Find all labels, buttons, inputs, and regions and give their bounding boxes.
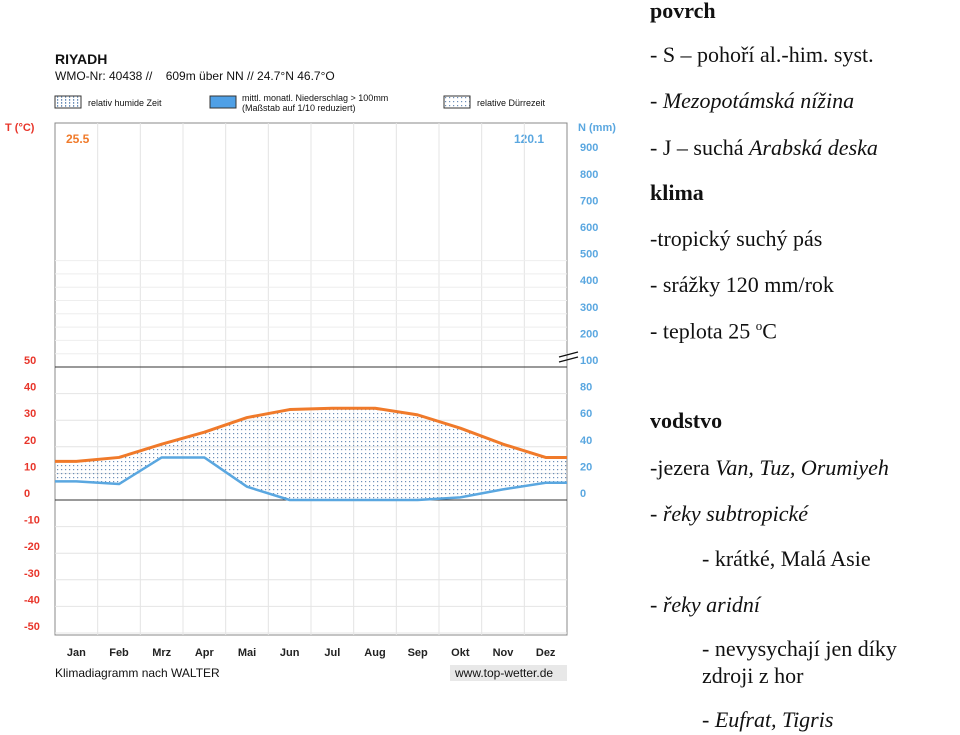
note-line-12-prefix: - — [702, 707, 715, 732]
tick-label-right-upper: 600 — [580, 222, 598, 234]
climate-diagram: RIYADH WMO-Nr: 40438 // 609m über NN // … — [5, 51, 616, 681]
tick-label-left: -30 — [24, 568, 40, 580]
tick-label-right-upper: 300 — [580, 302, 598, 314]
month-label: Aug — [364, 647, 385, 659]
heading-klima: klima — [650, 180, 704, 205]
station-info: WMO-Nr: 40438 // 609m über NN // 24.7°N … — [55, 69, 335, 83]
note-line-9: - krátké, Malá Asie — [702, 546, 871, 571]
month-label: Dez — [536, 647, 556, 659]
legend-humid-swatch — [54, 95, 82, 109]
note-line-3-italic: Arabská deska — [748, 135, 878, 160]
month-label: Apr — [195, 647, 215, 659]
tick-label-left: -10 — [24, 515, 40, 527]
legend-precip-label-1: mittl. monatl. Niederschlag > 100mm — [242, 93, 388, 103]
note-line-7: -jezera Van, Tuz, Orumiyeh — [650, 455, 889, 481]
tick-label-right: 0 — [580, 488, 586, 500]
note-line-1: - S – pohoří al.-him. syst. — [650, 42, 874, 67]
annual-precip: 120.1 — [514, 132, 544, 146]
dry-period-fill — [55, 408, 567, 500]
tick-label-left: 40 — [24, 382, 36, 394]
tick-label-right: 60 — [580, 408, 592, 420]
tick-label-right-upper: 400 — [580, 275, 598, 287]
heading-vodstvo: vodstvo — [650, 408, 723, 433]
dry-area — [55, 408, 567, 500]
tick-label-left: 50 — [24, 355, 36, 367]
tick-label-right-upper: 200 — [580, 328, 598, 340]
note-line-11a: - nevysychají jen díky — [702, 636, 897, 661]
tick-label-left: -20 — [24, 541, 40, 553]
legend-precip-label-2: (Maßstab auf 1/10 reduziert) — [242, 103, 356, 113]
note-line-6: - teplota 25 oC — [650, 318, 777, 344]
temperature-line — [55, 406, 567, 463]
series-lines — [55, 406, 567, 502]
month-label: Jan — [67, 647, 86, 659]
month-label: Feb — [109, 647, 129, 659]
tick-label-right: 80 — [580, 382, 592, 394]
tick-labels: 50403020100-10-20-30-40-5010080604020090… — [24, 142, 598, 659]
tick-label-right-upper: 900 — [580, 142, 598, 154]
tick-label-right: 40 — [580, 435, 592, 447]
tick-label-right-upper: 700 — [580, 195, 598, 207]
month-label: Mai — [238, 647, 256, 659]
note-line-8: - řeky subtropické — [650, 501, 809, 526]
station-name: RIYADH — [55, 51, 107, 67]
legend-dry-label: relative Dürrezeit — [477, 98, 546, 108]
note-line-6-suffix: C — [762, 318, 777, 344]
grid — [55, 123, 567, 635]
tick-label-left: 10 — [24, 461, 36, 473]
footer-right: www.top-wetter.de — [454, 666, 553, 680]
tick-label-left: 30 — [24, 408, 36, 420]
month-label: Okt — [451, 647, 470, 659]
footer-left: Klimadiagramm nach WALTER — [55, 666, 220, 680]
tick-label-left: -40 — [24, 594, 40, 606]
tick-label-right-upper: 500 — [580, 249, 598, 261]
note-line-10: - řeky aridní — [650, 592, 760, 617]
month-label: Nov — [493, 647, 515, 659]
note-line-3: - J – suchá Arabská deska — [650, 135, 878, 161]
note-line-7-italic: Van, Tuz, Orumiyeh — [715, 455, 889, 480]
month-label: Jul — [324, 647, 340, 659]
note-line-12: - Eufrat, Tigris — [702, 707, 833, 733]
note-line-4: -tropický suchý pás — [650, 226, 823, 251]
tick-label-left: 0 — [24, 488, 30, 500]
tick-label-right: 100 — [580, 355, 598, 367]
heading-povrch: povrch — [650, 0, 716, 23]
tick-label-left: -50 — [24, 621, 40, 633]
legend-precip-swatch — [209, 95, 237, 109]
note-line-3-prefix: - J – suchá — [650, 135, 749, 160]
y-right-label: N (mm) — [578, 122, 616, 134]
note-line-12-italic: Eufrat, Tigris — [714, 707, 834, 732]
footer-right-bg — [450, 665, 567, 681]
precipitation-line — [55, 456, 567, 502]
tick-label-right-upper: 800 — [580, 169, 598, 181]
month-label: Sep — [408, 647, 428, 659]
month-label: Jun — [280, 647, 300, 659]
tick-label-left: 20 — [24, 435, 36, 447]
axis-break-mark — [558, 351, 579, 363]
note-line-7-prefix: -jezera — [650, 455, 716, 480]
note-line-6-deg: o — [755, 318, 763, 333]
note-line-6-prefix: - teplota 25 — [650, 318, 756, 344]
tick-label-right: 20 — [580, 461, 592, 473]
note-line-5: - srážky 120 mm/rok — [650, 272, 834, 297]
note-line-2: - Mezopotámská nížina — [650, 88, 855, 113]
legend-humid-label: relativ humide Zeit — [88, 98, 162, 108]
annual-temp: 25.5 — [66, 132, 90, 146]
legend-dry-swatch — [443, 95, 471, 109]
note-line-11b: zdroji z hor — [702, 663, 804, 688]
y-left-label: T (°C) — [5, 122, 35, 134]
month-label: Mrz — [152, 647, 171, 659]
